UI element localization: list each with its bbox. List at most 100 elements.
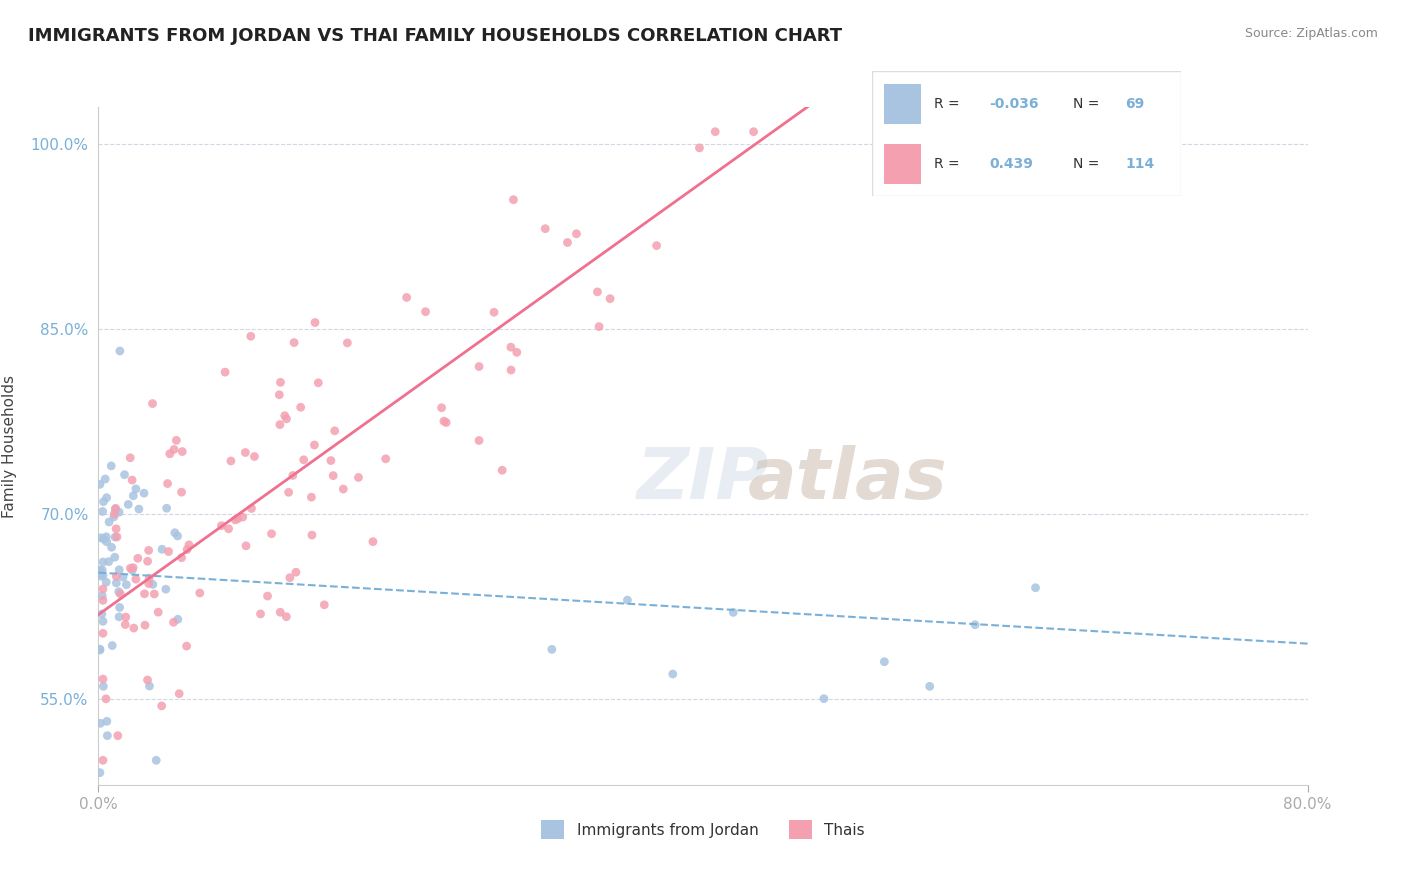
- Point: [90, 607, 112, 621]
- Point: [873, 655, 896, 669]
- Point: [138, 576, 160, 591]
- Text: atlas: atlas: [748, 445, 948, 515]
- Point: [468, 359, 491, 374]
- Point: [240, 501, 263, 516]
- Point: [148, 605, 170, 619]
- Point: [104, 530, 127, 544]
- Point: [110, 587, 132, 601]
- Point: [120, 450, 142, 465]
- Point: [162, 615, 184, 630]
- Point: [159, 447, 181, 461]
- Point: [499, 363, 522, 377]
- Point: [121, 473, 143, 487]
- Point: [166, 529, 188, 543]
- Point: [281, 468, 304, 483]
- Point: [235, 539, 257, 553]
- Point: [105, 575, 128, 590]
- Point: [704, 125, 727, 139]
- Point: [100, 458, 122, 473]
- Point: [156, 476, 179, 491]
- Point: [323, 424, 346, 438]
- FancyBboxPatch shape: [884, 144, 921, 184]
- Point: [243, 450, 266, 464]
- Point: [285, 565, 308, 579]
- Point: [91, 753, 114, 767]
- Point: [125, 572, 148, 586]
- Point: [723, 606, 745, 620]
- Text: IMMIGRANTS FROM JORDAN VS THAI FAMILY HOUSEHOLDS CORRELATION CHART: IMMIGRANTS FROM JORDAN VS THAI FAMILY HO…: [28, 27, 842, 45]
- Point: [105, 530, 128, 544]
- Text: 114: 114: [1125, 157, 1154, 170]
- Point: [374, 451, 396, 466]
- Point: [91, 568, 114, 582]
- Point: [93, 679, 115, 693]
- Point: [157, 544, 180, 558]
- Text: R =: R =: [934, 157, 963, 170]
- Point: [688, 141, 710, 155]
- Point: [269, 417, 291, 432]
- Point: [813, 691, 835, 706]
- Point: [491, 463, 513, 477]
- FancyBboxPatch shape: [884, 84, 921, 124]
- Point: [108, 505, 131, 519]
- Point: [276, 412, 298, 426]
- Point: [468, 434, 491, 448]
- Point: [274, 409, 297, 423]
- Point: [89, 566, 111, 580]
- Point: [249, 607, 271, 621]
- Point: [434, 416, 457, 430]
- Point: [283, 335, 305, 350]
- Point: [661, 667, 683, 681]
- Point: [107, 584, 129, 599]
- Point: [104, 501, 127, 516]
- Point: [122, 621, 145, 635]
- Point: [143, 587, 166, 601]
- Point: [89, 716, 111, 731]
- Point: [599, 292, 621, 306]
- Point: [91, 589, 114, 603]
- Point: [101, 639, 124, 653]
- Point: [177, 538, 200, 552]
- Point: [98, 515, 121, 529]
- Point: [239, 329, 262, 343]
- Point: [301, 528, 323, 542]
- Point: [506, 345, 529, 359]
- Point: [156, 501, 179, 516]
- Point: [433, 414, 456, 428]
- Point: [91, 504, 114, 518]
- Point: [89, 563, 111, 577]
- Point: [112, 570, 135, 584]
- Point: [96, 491, 118, 505]
- Point: [645, 238, 668, 252]
- Point: [502, 193, 524, 207]
- Point: [89, 765, 111, 780]
- Text: Source: ZipAtlas.com: Source: ZipAtlas.com: [1244, 27, 1378, 40]
- Point: [96, 714, 118, 729]
- Point: [322, 468, 344, 483]
- Point: [290, 401, 312, 415]
- Point: [924, 125, 946, 139]
- Point: [105, 569, 128, 583]
- Point: [94, 691, 117, 706]
- Point: [430, 401, 453, 415]
- Point: [122, 489, 145, 503]
- Point: [91, 672, 114, 686]
- Point: [260, 526, 283, 541]
- Point: [965, 617, 987, 632]
- Point: [314, 598, 336, 612]
- Point: [347, 470, 370, 484]
- Point: [141, 396, 163, 410]
- Point: [218, 522, 240, 536]
- Point: [138, 543, 160, 558]
- Point: [104, 502, 127, 516]
- Point: [142, 577, 165, 591]
- Text: 69: 69: [1125, 97, 1144, 111]
- Point: [269, 376, 291, 390]
- Point: [136, 554, 159, 568]
- Point: [89, 642, 111, 657]
- Point: [145, 753, 167, 767]
- Text: N =: N =: [1073, 157, 1104, 170]
- Point: [214, 365, 236, 379]
- Point: [125, 482, 148, 496]
- Point: [134, 587, 156, 601]
